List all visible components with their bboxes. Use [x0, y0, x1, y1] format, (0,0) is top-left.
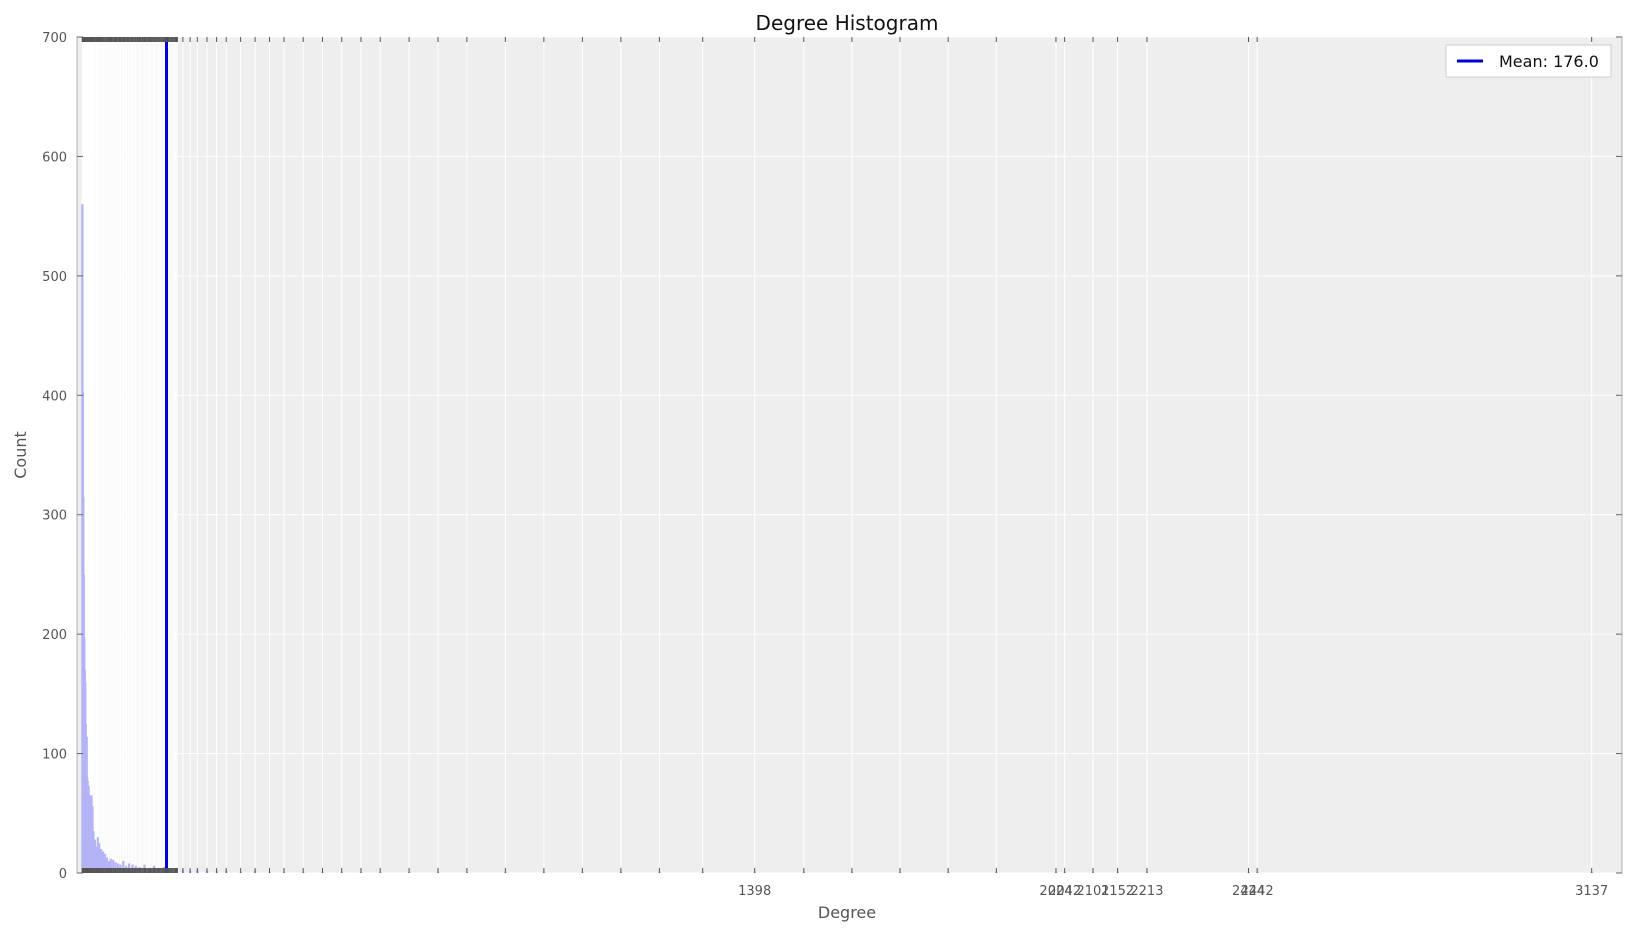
histogram-bars: [81, 204, 1593, 873]
histogram-bar: [93, 839, 97, 873]
histogram-bar: [96, 837, 99, 873]
y-tick-label: 0: [59, 867, 67, 882]
histogram-bar: [122, 861, 125, 873]
y-tick-label: 400: [42, 389, 67, 404]
x-tick-label: 3137: [1575, 884, 1608, 899]
x-tick-label: 1398: [738, 884, 771, 899]
x-tick-label: 2042: [1048, 884, 1081, 899]
y-tick-label: 100: [42, 748, 67, 763]
y-tick-label: 200: [42, 628, 67, 643]
legend: Mean: 176.0: [1445, 44, 1612, 78]
histogram-bar: [95, 846, 98, 873]
histogram-bar: [100, 849, 103, 873]
y-tick-label: 700: [42, 31, 67, 46]
x-tick-label: 2213: [1130, 884, 1163, 899]
histogram-bar: [114, 862, 117, 873]
y-tick-label: 500: [42, 270, 67, 285]
y-tick-label: 300: [42, 509, 67, 524]
legend-mean-label: Mean: 176.0: [1499, 52, 1599, 71]
histogram-bar: [103, 853, 107, 873]
x-axis-label: Degree: [818, 903, 876, 922]
x-tick-label: 2442: [1241, 884, 1274, 899]
chart-title: Degree Histogram: [756, 11, 939, 35]
histogram-bar: [101, 851, 105, 873]
histogram-bar: [105, 857, 109, 873]
plot-area: [76, 36, 1623, 874]
x-tick-label: 2024: [1039, 884, 1072, 899]
y-axis-label: Count: [11, 431, 30, 479]
histogram-bar: [112, 859, 115, 873]
histogram-bar: [107, 861, 110, 873]
histogram-bar: [98, 843, 101, 873]
histogram-bar: [109, 858, 112, 873]
x-tick-label: 2424: [1232, 884, 1265, 899]
y-tick-label: 600: [42, 150, 67, 165]
x-tick-label: 2152: [1101, 884, 1134, 899]
grid-lines: [77, 36, 1622, 874]
histogram-bar: [92, 831, 95, 873]
y-axis-ticks: 0 100 200 300 400 500 600 700: [42, 31, 1622, 882]
x-tick-label: 2101: [1076, 884, 1109, 899]
